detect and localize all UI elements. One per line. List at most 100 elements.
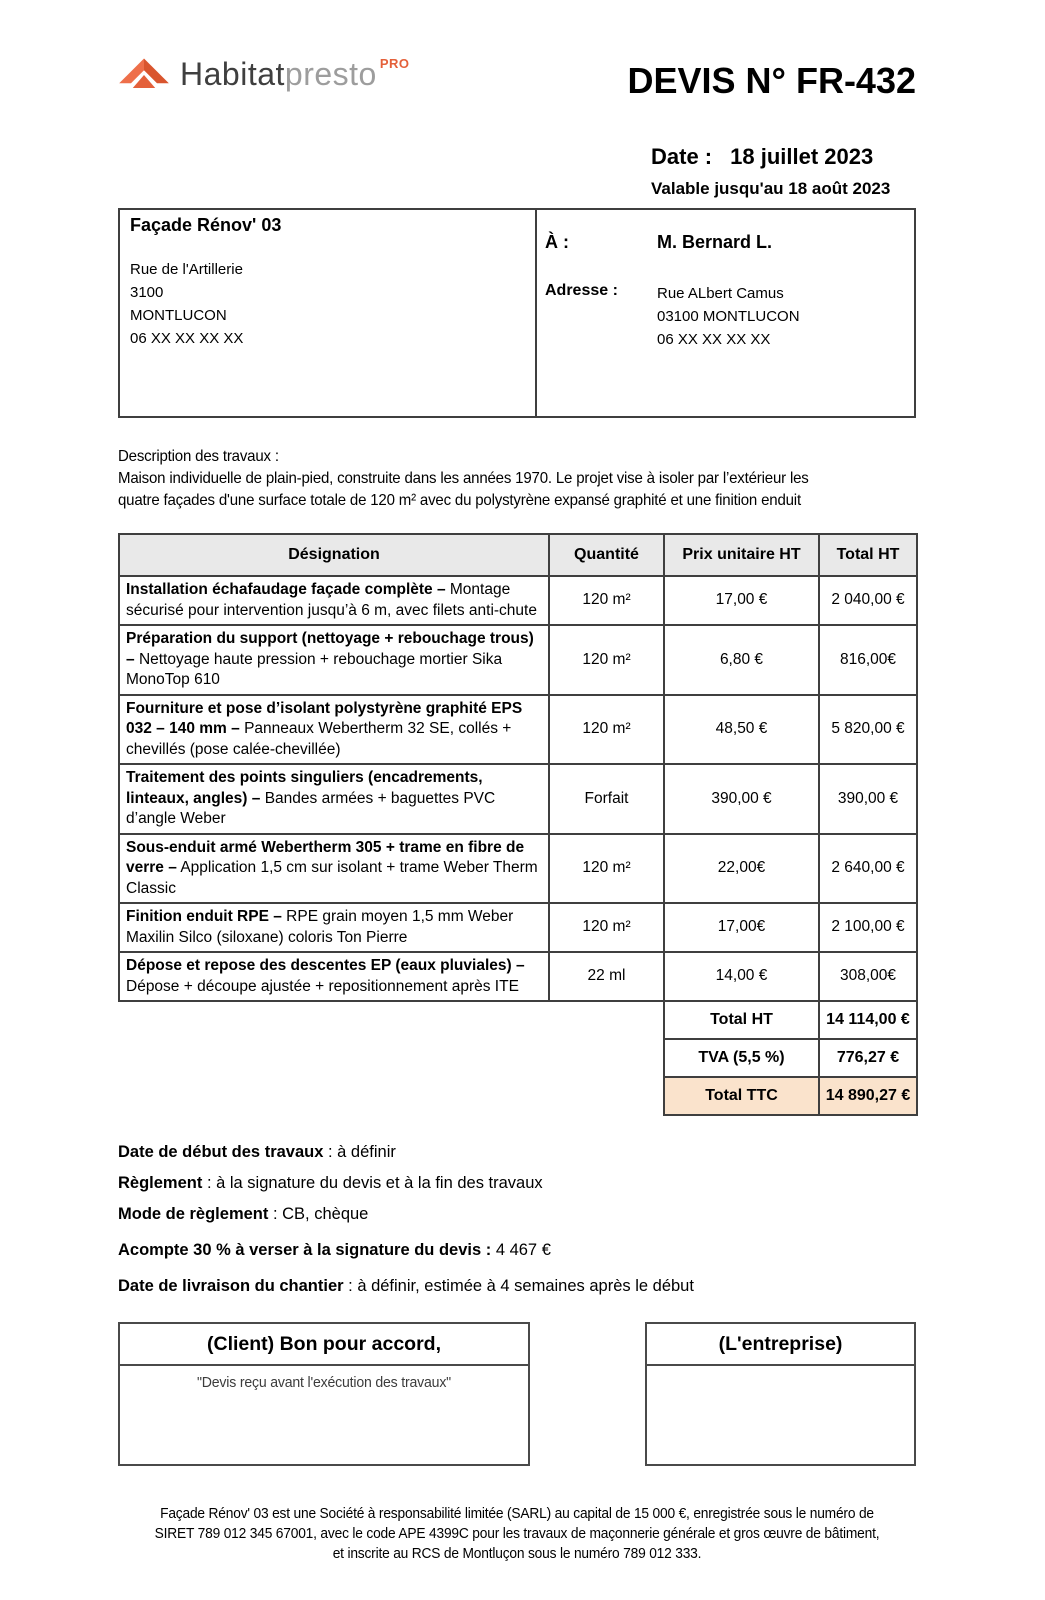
term-start-date: Date de début des travaux : à définir <box>118 1143 396 1161</box>
payment-terms: Date de début des travaux : à définir Rè… <box>118 1143 916 1296</box>
signature-client-note: "Devis reçu avant l'exécution des travau… <box>196 1374 452 1391</box>
total-value: 14 890,27 € <box>818 1076 918 1116</box>
footer-line: et inscrite au RCS de Montluçon sous le … <box>332 1546 702 1562</box>
item-unit-price: 48,50 € <box>663 693 820 765</box>
item-total: 816,00€ <box>818 624 918 696</box>
item-total: 2 100,00 € <box>818 902 918 953</box>
total-value: 14 114,00 € <box>818 1000 918 1040</box>
tva-row: TVA (5,5 %) 776,27 € <box>663 1038 918 1078</box>
item-total: 308,00€ <box>818 951 918 1002</box>
item-unit-price: 6,80 € <box>663 624 820 696</box>
items-table: Désignation Quantité Prix unitaire HT To… <box>118 533 918 1002</box>
client-address: Rue ALbert Camus 03100 MONTLUCON 06 XX X… <box>657 282 800 351</box>
signature-client-box: (Client) Bon pour accord, "Devis reçu av… <box>118 1322 530 1466</box>
logo-badge-pro: PRO <box>379 56 410 71</box>
company-address: Rue de l'Artillerie 3100 MONTLUCON 06 XX… <box>130 258 525 350</box>
total-value: 776,27 € <box>818 1038 918 1078</box>
item-total: 5 820,00 € <box>818 693 918 765</box>
item-qty: 120 m² <box>548 575 665 626</box>
signature-section: (Client) Bon pour accord, "Devis reçu av… <box>118 1322 916 1466</box>
totals-table: Total HT 14 114,00 € TVA (5,5 %) 776,27 … <box>663 1000 918 1116</box>
term-payment-mode: Mode de règlement : CB, chèque <box>118 1205 369 1223</box>
item-qty: 120 m² <box>548 693 665 765</box>
item-detail: Panneaux Webertherm 32 SE, collés + chev… <box>126 720 512 758</box>
total-label: TVA (5,5 %) <box>663 1038 820 1078</box>
logo-text-presto: presto <box>284 56 377 92</box>
validity-note: Valable jusqu'au 18 août 2023 <box>651 179 891 198</box>
client-name: M. Bernard L. <box>657 232 773 252</box>
item-total: 390,00 € <box>818 763 918 835</box>
signature-client-title: (Client) Bon pour accord, <box>120 1324 528 1366</box>
item-title: Installation échafaudage façade complète… <box>126 581 446 598</box>
date-block: Date : 18 juillet 2023 Valable jusqu'au 1… <box>651 144 916 199</box>
items-header-row: Désignation Quantité Prix unitaire HT To… <box>118 533 918 577</box>
item-detail: Dépose + découpe ajustée + repositionnem… <box>126 977 519 995</box>
company-phone: 06 XX XX XX XX <box>130 330 244 347</box>
habitatpresto-logo: Habitat presto PRO <box>118 56 410 93</box>
item-unit-price: 14,00 € <box>663 951 820 1002</box>
footer-line: Façade Rénov' 03 est une Société à respo… <box>160 1506 874 1522</box>
to-label: À : <box>545 232 569 252</box>
item-qty: 22 ml <box>548 951 665 1002</box>
term-delivery-date: Date de livraison du chantier : à défini… <box>118 1277 694 1295</box>
column-header-total: Total HT <box>818 533 918 577</box>
term-deposit: Acompte 30 % à verser à la signature du … <box>118 1241 551 1259</box>
works-description: Description des travaux : Maison individ… <box>118 446 916 512</box>
column-header-designation: Désignation <box>118 533 550 577</box>
company-address-line: Rue de l'Artillerie <box>130 261 243 278</box>
item-title: Dépose et repose des descentes EP (eaux … <box>126 957 525 974</box>
item-unit-price: 17,00€ <box>663 902 820 953</box>
item-row: Finition enduit RPE – RPE grain moyen 1,… <box>118 902 918 953</box>
client-address-line: Rue ALbert Camus <box>657 285 784 302</box>
item-qty: 120 m² <box>548 832 665 904</box>
item-unit-price: 390,00 € <box>663 763 820 835</box>
column-header-quantity: Quantité <box>548 533 665 577</box>
company-address-line: MONTLUCON <box>130 307 227 324</box>
item-total: 2 040,00 € <box>818 575 918 626</box>
date-value: 18 juillet 2023 <box>730 144 874 169</box>
item-row: Fourniture et pose d’isolant polystyrène… <box>118 693 918 765</box>
date-label: Date : <box>651 144 713 169</box>
company-cell: Façade Rénov' 03 Rue de l'Artillerie 310… <box>120 210 537 416</box>
item-title: Sous-enduit armé Webertherm 305 + trame … <box>126 838 525 877</box>
item-title: Préparation du support (nettoyage + rebo… <box>126 630 534 668</box>
date-line: Date : 18 juillet 2023 <box>651 144 916 170</box>
description-line: quatre façades d'une surface totale de 1… <box>118 492 801 509</box>
client-address-row: Adresse : Rue ALbert Camus 03100 MONTLUC… <box>545 282 906 351</box>
item-qty: 120 m² <box>548 624 665 696</box>
description-line: Maison individuelle de plain-pied, const… <box>118 470 809 487</box>
company-address-line: 3100 <box>130 284 164 301</box>
item-unit-price: 17,00 € <box>663 575 820 626</box>
item-qty: Forfait <box>548 763 665 835</box>
legal-footer: Façade Rénov' 03 est une Société à respo… <box>118 1504 916 1564</box>
document-title: DEVIS N° FR-432 <box>627 60 916 101</box>
description-label: Description des travaux : <box>118 448 279 465</box>
company-name: Façade Rénov' 03 <box>130 215 282 235</box>
address-label: Adresse : <box>545 282 618 299</box>
item-row: Préparation du support (nettoyage + rebo… <box>118 624 918 696</box>
client-name-row: À : M. Bernard L. <box>545 232 906 253</box>
item-total: 2 640,00 € <box>818 832 918 904</box>
header: Habitat presto PRO DEVIS N° FR-432 <box>118 52 916 102</box>
client-address-line: 03100 MONTLUCON <box>657 308 800 325</box>
footer-line: SIRET 789 012 345 67001, avec le code AP… <box>154 1526 880 1542</box>
term-payment: Règlement : à la signature du devis et à… <box>118 1174 543 1192</box>
item-detail: Application 1,5 cm sur isolant + trame W… <box>126 859 538 897</box>
total-label: Total HT <box>663 1000 820 1040</box>
item-detail: Nettoyage haute pression + rebouchage mo… <box>126 650 503 689</box>
item-row: Dépose et repose des descentes EP (eaux … <box>118 951 918 1002</box>
signature-company-box: (L'entreprise) <box>645 1322 916 1466</box>
item-title: Traitement des points singuliers (encadr… <box>126 769 483 807</box>
client-phone: 06 XX XX XX XX <box>657 331 771 348</box>
item-detail: RPE grain moyen 1,5 mm Weber Maxilin Sil… <box>126 908 514 946</box>
item-title: Finition enduit RPE – <box>126 908 282 925</box>
house-arrow-icon <box>119 57 169 88</box>
client-cell: À : M. Bernard L. Adresse : Rue ALbert C… <box>537 210 914 416</box>
item-row: Installation échafaudage façade complète… <box>118 575 918 626</box>
item-row: Traitement des points singuliers (encadr… <box>118 763 918 835</box>
item-detail: Bandes armées + baguettes PVC d’angle We… <box>126 789 496 828</box>
item-qty: 120 m² <box>548 902 665 953</box>
item-detail: Montage sécurisé pour intervention jusqu… <box>126 581 537 619</box>
total-label: Total TTC <box>663 1076 820 1116</box>
